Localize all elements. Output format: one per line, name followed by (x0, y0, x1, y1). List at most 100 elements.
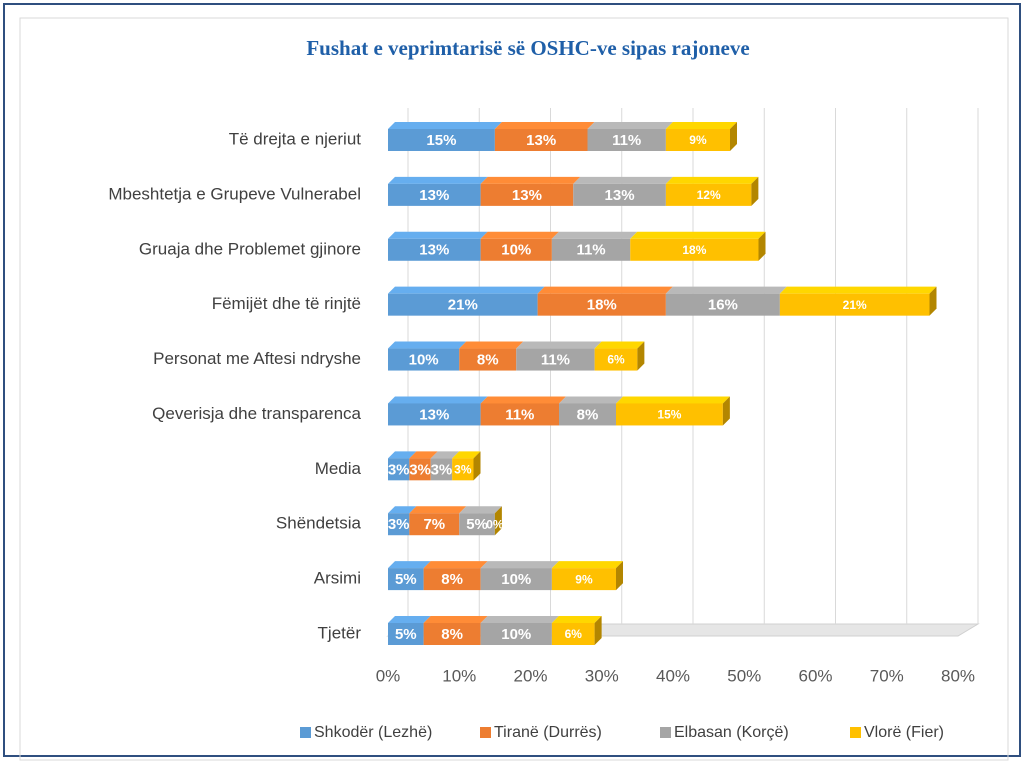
bar-top (452, 451, 481, 459)
bar (551, 568, 616, 591)
x-tick-label: 70% (870, 666, 904, 685)
bar-top (388, 341, 467, 349)
bar-side (751, 176, 759, 206)
bar (388, 513, 410, 536)
bar (665, 183, 752, 206)
data-label: 3% (454, 463, 472, 477)
bar-top (559, 396, 623, 404)
data-label: 6% (607, 353, 625, 367)
category-label: Fëmijët dhe të rinjtë (212, 294, 361, 313)
data-label: 13% (419, 187, 449, 204)
data-label: 7% (423, 516, 445, 533)
data-label: 5% (466, 516, 488, 533)
data-label: 12% (697, 188, 721, 202)
chart-title: Fushat e veprimtarisë së OSHC-ve sipas r… (306, 36, 749, 60)
bar (388, 623, 424, 645)
bar-top (388, 506, 417, 514)
bar (480, 403, 559, 426)
legend-swatch (660, 727, 671, 738)
bar-side (722, 396, 730, 426)
bar (480, 568, 552, 591)
bar (516, 348, 595, 371)
legend-label: Shkodër (Lezhë) (314, 724, 432, 741)
bar-top (388, 176, 488, 184)
bar (587, 129, 666, 151)
bar (665, 293, 780, 316)
data-label: 18% (587, 297, 617, 314)
data-label: 5% (395, 571, 417, 588)
bar (423, 623, 481, 645)
category-label: Personat me Aftesi ndryshe (153, 349, 361, 368)
bar (409, 458, 431, 481)
data-label: 3% (388, 461, 410, 478)
bar (388, 183, 481, 206)
bar-side (730, 122, 737, 151)
bar-top (430, 451, 460, 459)
bar-side (494, 506, 502, 536)
data-label: 10% (501, 626, 531, 643)
category-label: Shëndetsia (276, 514, 362, 533)
x-tick-label: 40% (656, 666, 690, 685)
data-label: 15% (657, 408, 681, 422)
data-label: 13% (419, 406, 449, 423)
bar (388, 293, 538, 316)
bar (480, 623, 552, 645)
bar-top (665, 176, 759, 184)
bar-top (388, 122, 502, 129)
data-label: 8% (577, 406, 599, 423)
bar-top (665, 286, 787, 294)
bar-top (423, 561, 488, 569)
data-label: 18% (682, 243, 706, 257)
bar-top (388, 231, 488, 239)
category-label: Gruaja dhe Problemet gjinore (139, 239, 361, 258)
data-label: 8% (441, 571, 463, 588)
bar-top (779, 286, 937, 294)
data-label: 10% (501, 571, 531, 588)
bar-top (551, 231, 638, 239)
data-label: 15% (426, 132, 456, 149)
bar (779, 293, 930, 316)
data-label: 13% (512, 187, 542, 204)
bar-top (616, 396, 730, 404)
data-label: 9% (575, 572, 593, 586)
x-tick-label: 10% (442, 666, 476, 685)
bar-top (573, 176, 673, 184)
bar-side (594, 616, 602, 645)
data-label: 5% (395, 626, 417, 643)
bar (459, 513, 495, 536)
bar-top (665, 122, 737, 129)
data-label: 3% (431, 461, 453, 478)
x-tick-label: 0% (376, 666, 401, 685)
bar (459, 348, 517, 371)
data-label: 11% (505, 406, 534, 423)
bar (630, 238, 759, 261)
data-label: 13% (526, 132, 556, 149)
data-label: 0% (486, 517, 504, 531)
bar (388, 403, 481, 426)
bar-top (388, 286, 545, 294)
data-label: 11% (541, 352, 570, 369)
bar-side (929, 286, 937, 316)
bar-top (551, 561, 623, 569)
bar (559, 403, 616, 426)
bar-side (758, 231, 766, 261)
bar-top (480, 616, 559, 623)
category-label: Media (315, 459, 362, 478)
bar-top (409, 451, 438, 459)
data-label: 8% (477, 352, 499, 369)
data-label: 16% (708, 297, 738, 314)
x-tick-label: 20% (513, 666, 547, 685)
bar (480, 183, 574, 206)
bar-top (494, 122, 595, 129)
bar-top (459, 341, 524, 349)
bar (409, 513, 460, 536)
bar (388, 348, 460, 371)
bar-top (587, 122, 673, 129)
data-label: 10% (409, 352, 439, 369)
bar-top (388, 616, 431, 623)
data-label: 3% (409, 461, 431, 478)
bar (423, 568, 481, 591)
data-label: 11% (612, 132, 641, 149)
bar-top (388, 451, 417, 459)
